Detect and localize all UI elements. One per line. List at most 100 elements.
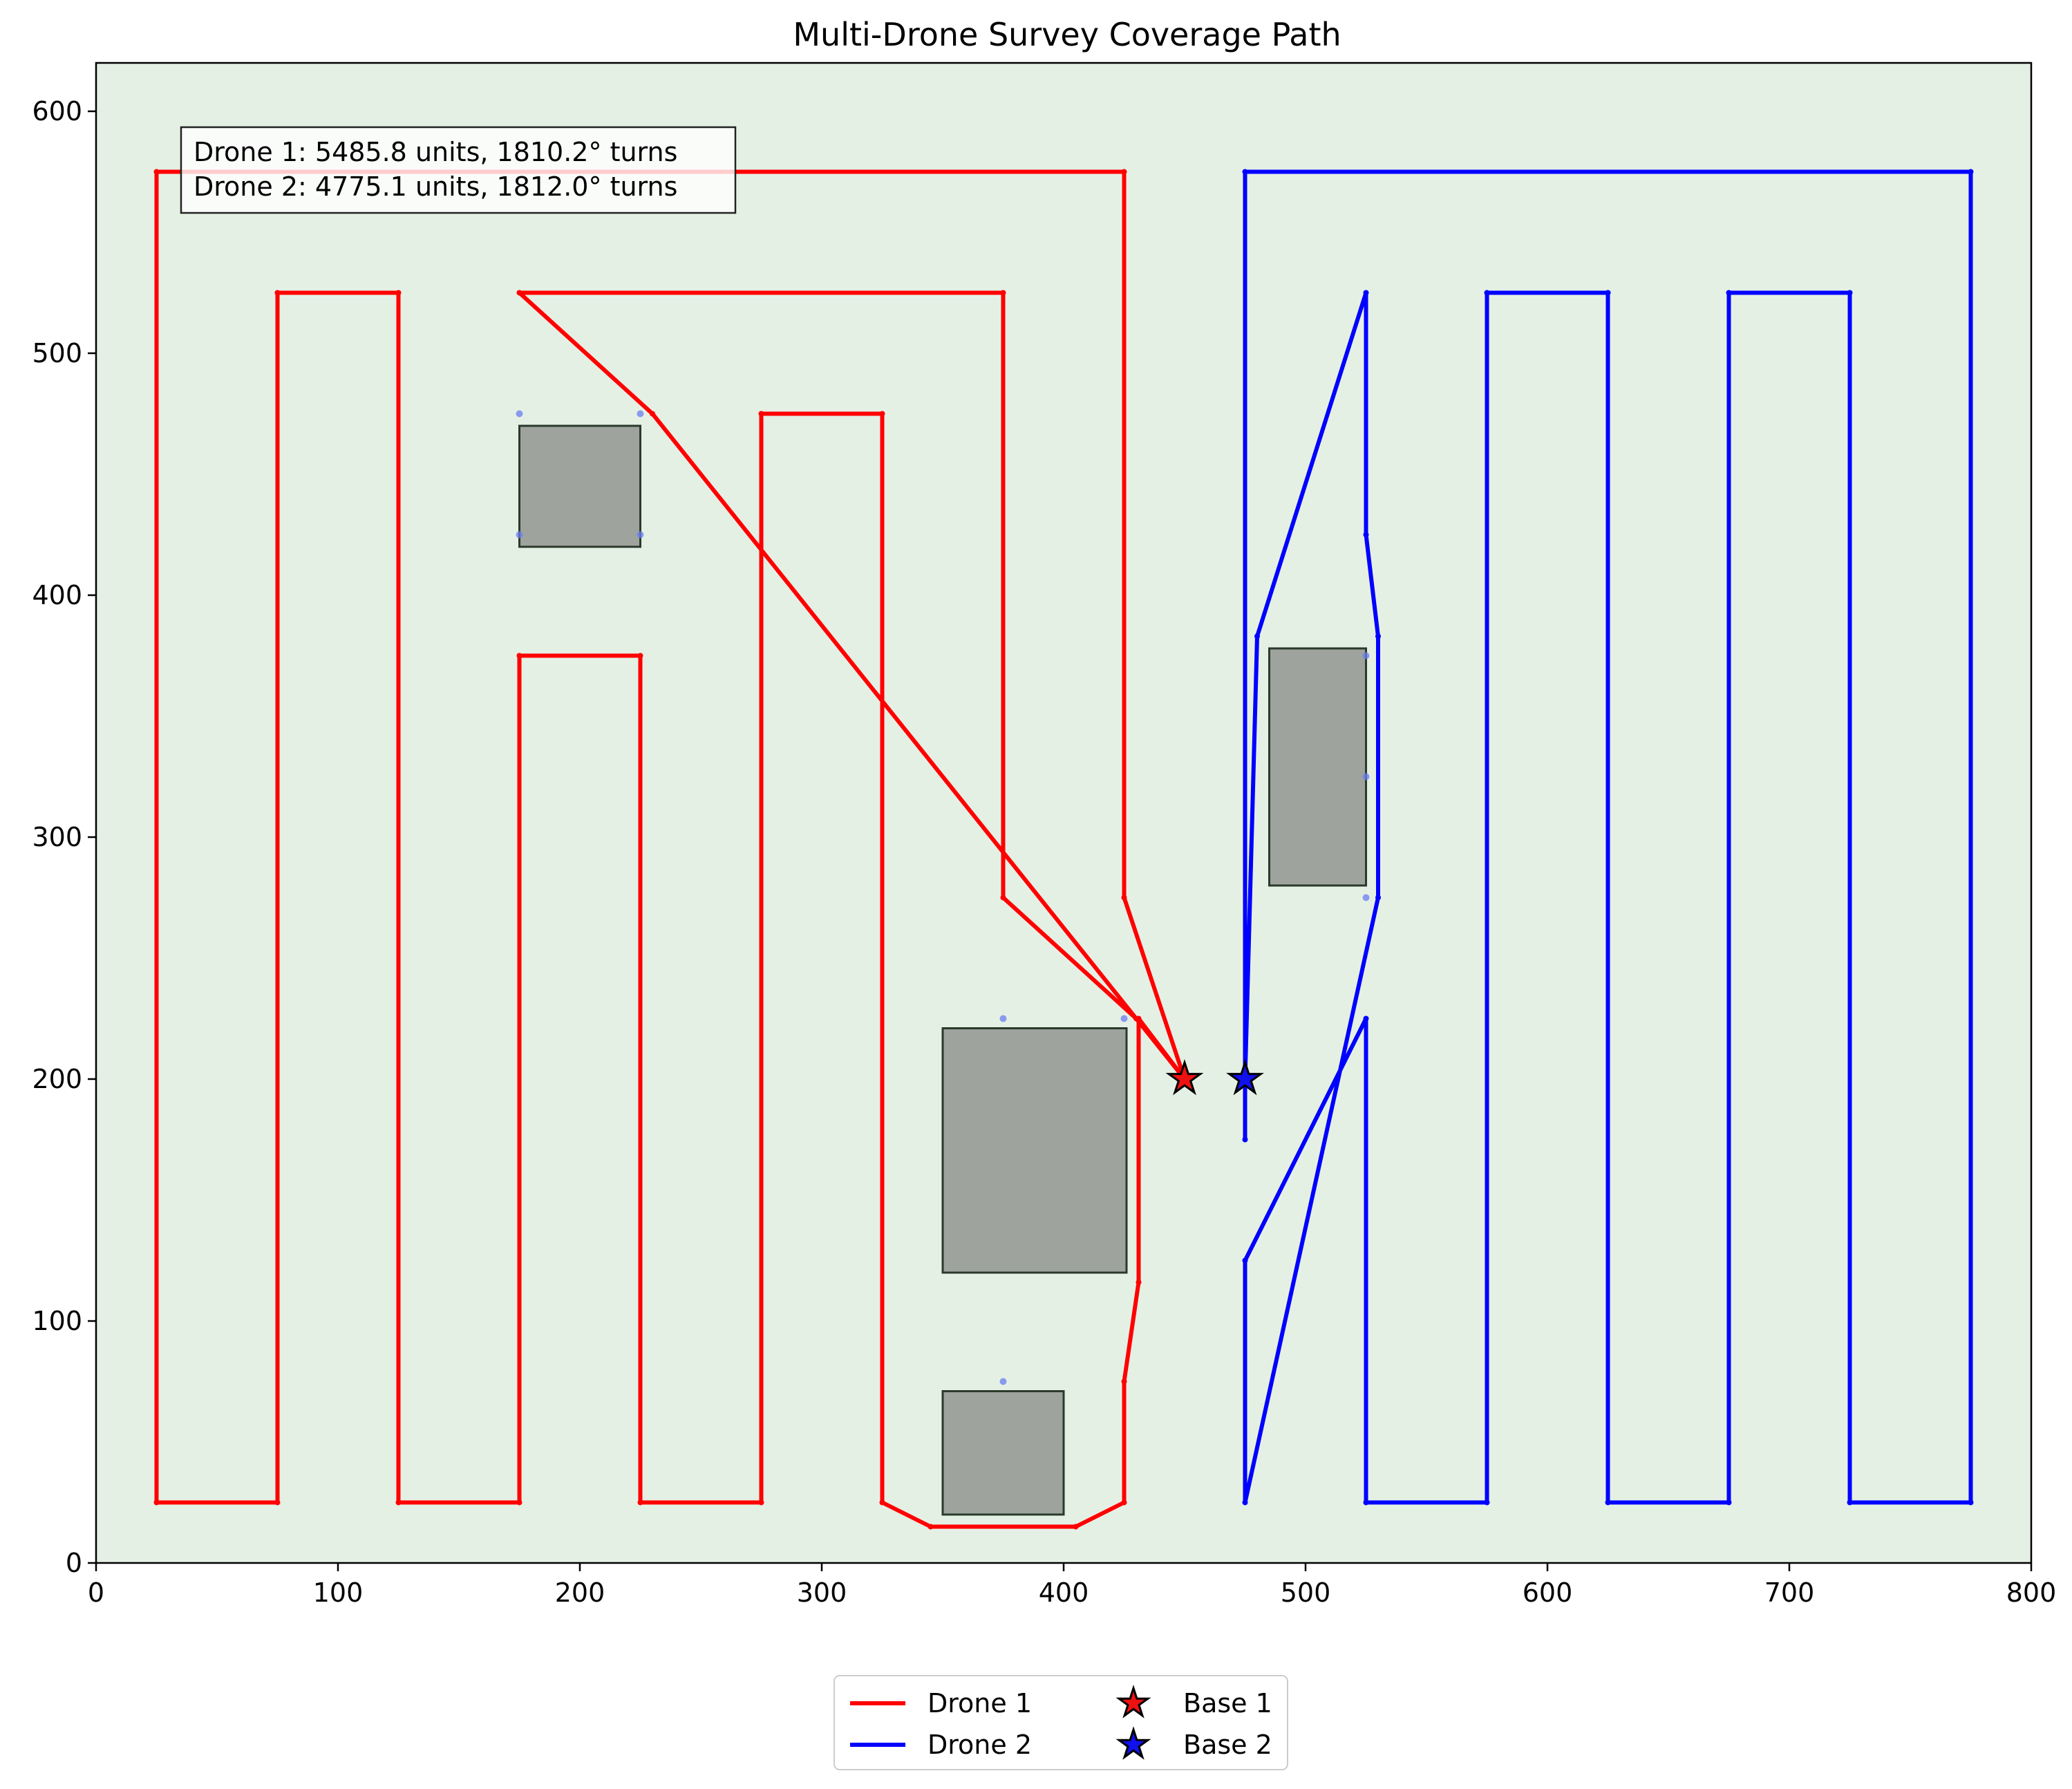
chart-title: Multi-Drone Survey Coverage Path	[793, 16, 1341, 53]
x-tick-label: 200	[555, 1577, 605, 1608]
legend-label: Drone 1	[927, 1688, 1032, 1718]
path-vertex	[1726, 1499, 1732, 1506]
path-vertex	[1847, 290, 1853, 296]
path-vertex	[395, 290, 402, 296]
stats-line-drone-1: Drone 1: 5485.8 units, 1810.2° turns	[194, 137, 677, 167]
path-vertex	[1847, 1499, 1853, 1506]
waypoints	[516, 410, 1370, 1385]
path-vertex	[1121, 169, 1127, 175]
path-vertex	[637, 1499, 643, 1506]
x-tick-label: 400	[1039, 1577, 1089, 1608]
y-tick-label: 500	[32, 338, 82, 368]
legend-label: Drone 2	[927, 1730, 1032, 1760]
y-tick-label: 300	[32, 822, 82, 852]
path-vertex	[1363, 290, 1369, 296]
path-vertex	[1375, 894, 1381, 901]
base-2-star	[1226, 1059, 1264, 1096]
base-markers	[1165, 1059, 1264, 1096]
y-tick-label: 400	[32, 580, 82, 610]
legend-label: Base 1	[1183, 1688, 1272, 1718]
legend-star-swatch	[1115, 1685, 1151, 1718]
waypoint-dot	[516, 531, 523, 538]
x-tick-label: 800	[2006, 1577, 2057, 1608]
waypoint-dot	[1120, 1015, 1128, 1022]
base-1-star	[1165, 1059, 1204, 1096]
path-vertex	[1726, 290, 1732, 296]
x-tick-label: 500	[1281, 1577, 1331, 1608]
waypoint-dot	[516, 410, 523, 418]
obstacle-3	[941, 1027, 1128, 1274]
path-vertex	[650, 411, 655, 417]
stats-annotation-box	[180, 126, 737, 214]
y-axis: 0 100 200 300 400 500 600	[32, 96, 96, 1578]
stats-annotation: Drone 1: 5485.8 units, 1810.2° turns Dro…	[180, 126, 737, 214]
obstacle-4	[941, 1390, 1065, 1516]
path-vertex	[516, 653, 522, 659]
path-vertex	[1242, 1257, 1248, 1264]
path-vertex	[1968, 1499, 1974, 1506]
path-vertex	[758, 411, 764, 417]
y-tick-label: 0	[66, 1548, 82, 1578]
path-vertex	[1363, 532, 1369, 538]
path-vertex	[1121, 1378, 1127, 1385]
path-vertex	[153, 1499, 160, 1506]
x-tick-label: 600	[1523, 1577, 1573, 1608]
path-vertex	[1363, 1499, 1369, 1506]
y-tick-label: 600	[32, 96, 82, 127]
path-vertex	[1484, 290, 1490, 296]
plot-background	[96, 63, 2031, 1563]
legend: Drone 1 Base 1 Drone 2 Base 2	[833, 1675, 1288, 1770]
legend-star-swatch	[1115, 1726, 1151, 1760]
path-vertex	[1242, 1499, 1248, 1506]
obstacle-2	[1268, 647, 1367, 887]
path-vertex	[879, 411, 885, 417]
path-vertex	[395, 1499, 402, 1506]
waypoint-dot	[637, 410, 644, 418]
y-tick-label: 100	[32, 1306, 82, 1336]
path-vertex	[1242, 169, 1248, 175]
path-vertex	[516, 290, 522, 296]
path-vertex	[1254, 633, 1260, 639]
path-vertex	[274, 290, 281, 296]
path-vertex	[879, 1499, 885, 1506]
waypoint-dot	[999, 1015, 1007, 1022]
path-vertex	[1136, 1015, 1142, 1022]
path-vertex	[1121, 894, 1127, 901]
path-vertex	[1000, 894, 1006, 901]
path-vertex	[927, 1524, 934, 1530]
waypoint-dot	[637, 531, 644, 538]
path-vertex	[1484, 1499, 1490, 1506]
path-vertex	[1000, 290, 1006, 296]
x-tick-label: 300	[797, 1577, 847, 1608]
x-axis: 0 100 200 300 400 500 600 700 800	[88, 1563, 2056, 1608]
path-vertex	[1242, 1136, 1248, 1143]
y-tick-label: 200	[32, 1064, 82, 1094]
path-vertex	[1363, 1015, 1369, 1022]
waypoint-dot	[999, 1378, 1007, 1385]
legend-label: Base 2	[1183, 1730, 1272, 1760]
waypoint-dot	[1362, 652, 1370, 659]
x-tick-label: 700	[1764, 1577, 1815, 1608]
x-tick-label: 100	[313, 1577, 364, 1608]
path-drone-1	[154, 169, 1187, 1529]
path-vertex	[1375, 633, 1381, 639]
waypoint-dot	[1362, 773, 1370, 780]
path-vertex	[1121, 1499, 1127, 1506]
path-vertex	[274, 1499, 281, 1506]
path-vertex	[758, 1499, 764, 1506]
path-vertex	[516, 1499, 522, 1506]
legend-box	[833, 1675, 1288, 1770]
stats-line-drone-2: Drone 2: 4775.1 units, 1812.0° turns	[194, 171, 677, 202]
path-vertex	[637, 653, 643, 659]
path-vertex	[1605, 1499, 1611, 1506]
path-vertex	[1968, 169, 1974, 175]
path-vertex	[1605, 290, 1611, 296]
waypoint-dot	[1362, 894, 1370, 901]
path-vertex	[1136, 1280, 1142, 1285]
obstacles	[518, 424, 1367, 1516]
path-vertex	[153, 169, 160, 175]
obstacle-1	[518, 424, 641, 548]
path-vertex	[1073, 1524, 1079, 1530]
x-tick-label: 0	[88, 1577, 104, 1608]
